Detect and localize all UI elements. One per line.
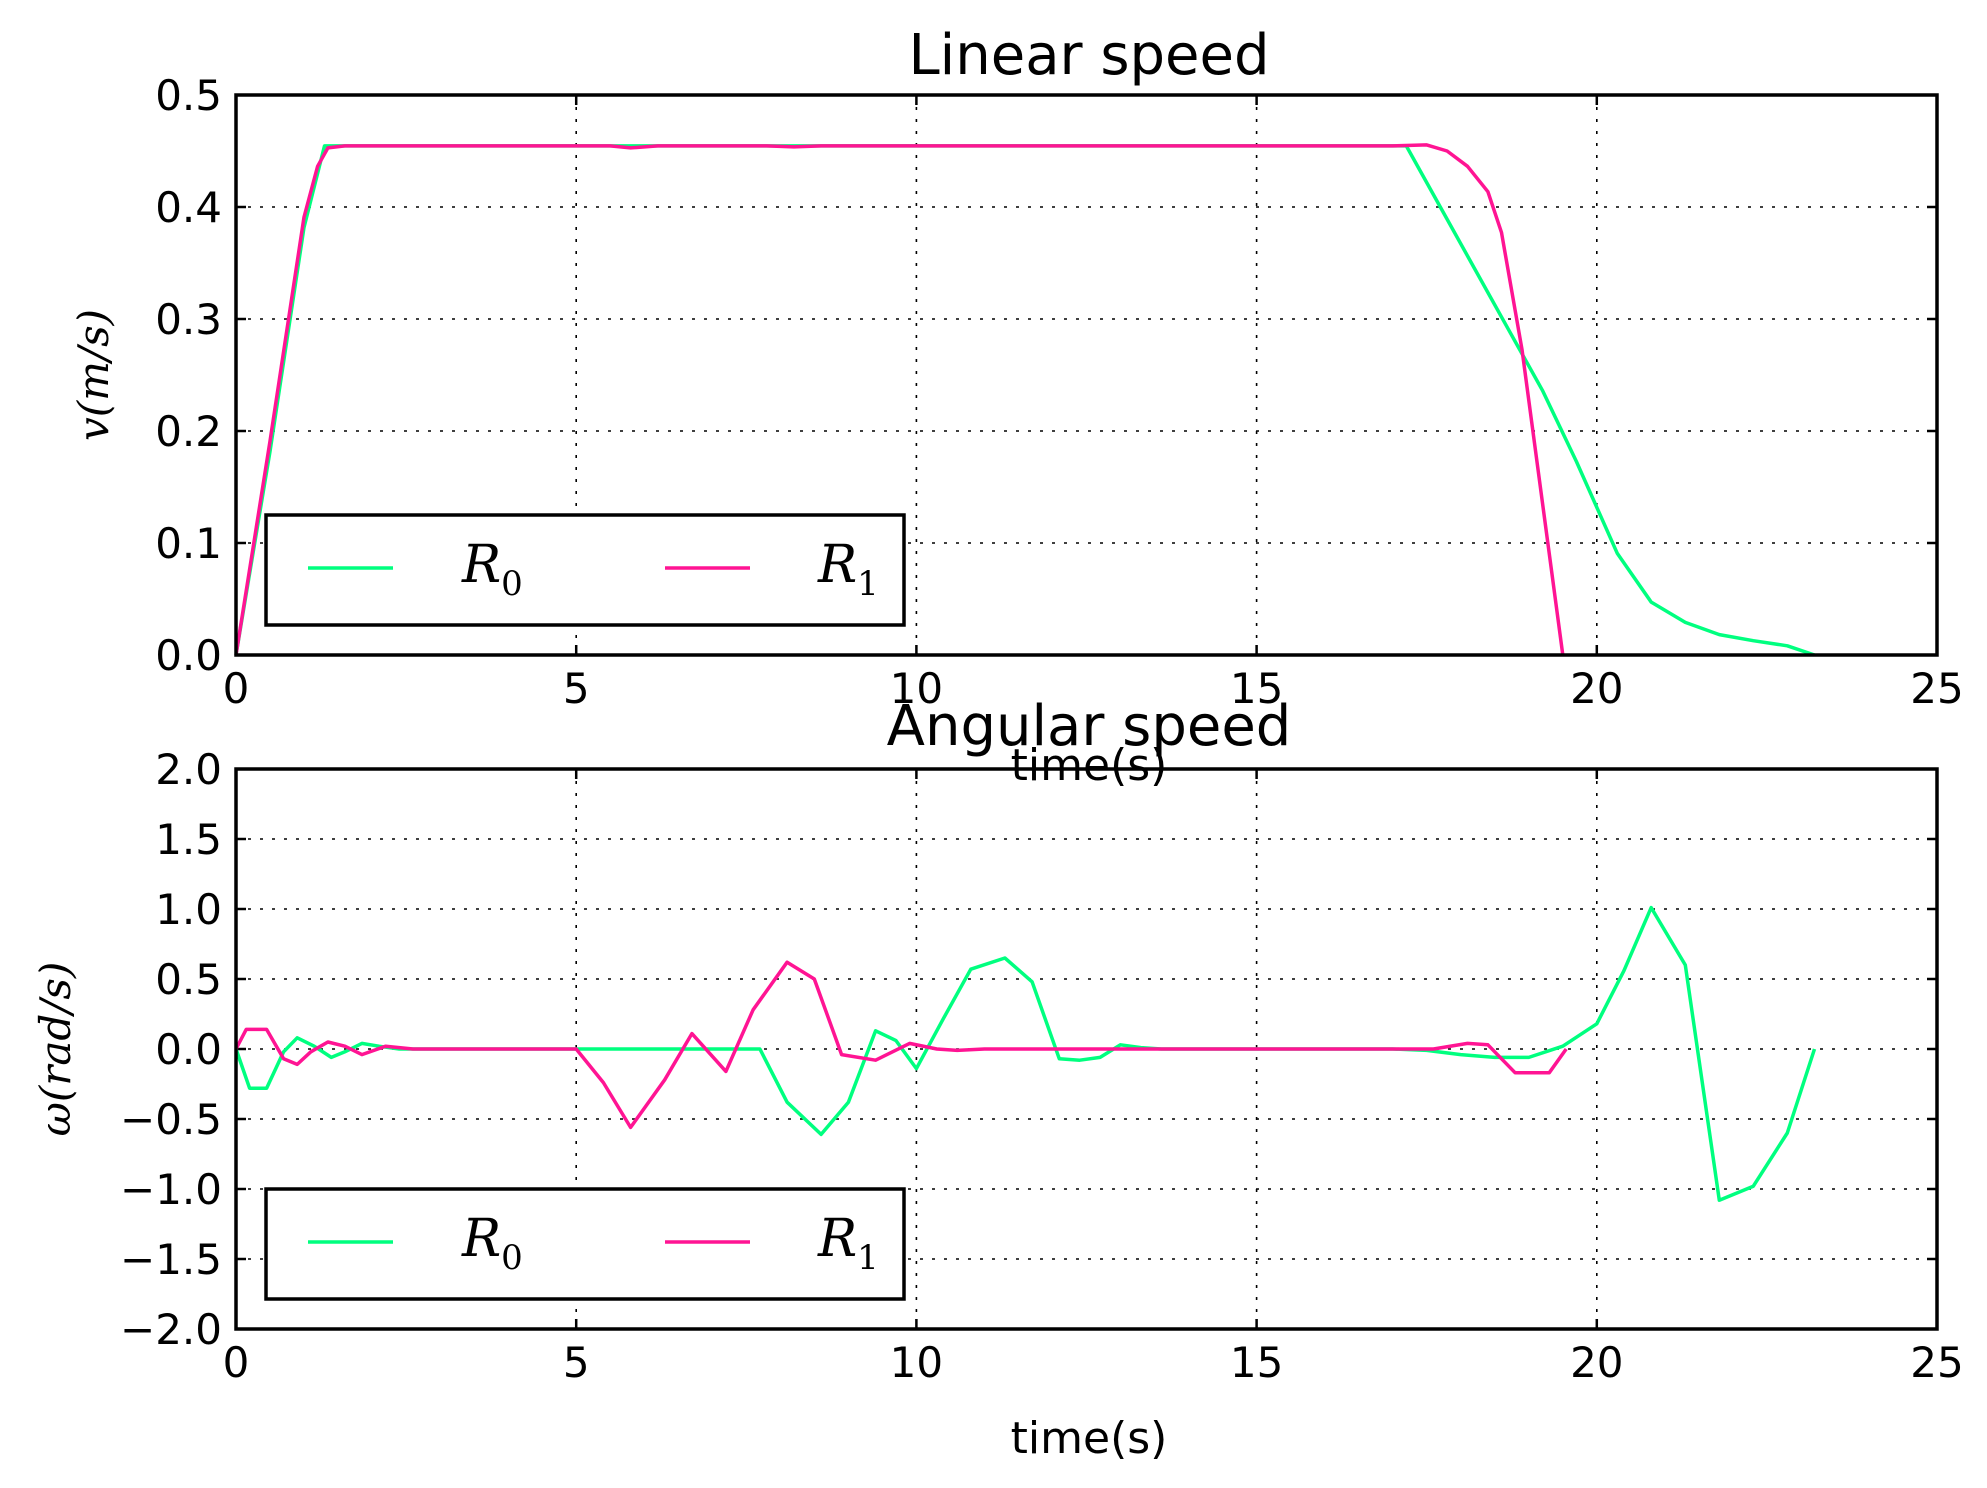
y-tick-label: 0.5 — [155, 955, 222, 1004]
y-tick-label: 1.0 — [155, 885, 222, 934]
x-tick-label: 5 — [563, 664, 590, 713]
series-lines — [234, 905, 1817, 1202]
x-tick-label: 25 — [1910, 1338, 1963, 1387]
x-tick-label: 20 — [1570, 664, 1623, 713]
y-tick-label: 0.0 — [155, 631, 222, 680]
x-tick-label: 15 — [1230, 1338, 1283, 1387]
x-tick-labels: 0 5 10 15 20 25 — [223, 664, 1964, 713]
legend-box — [264, 1187, 906, 1301]
plot-frame — [234, 93, 1939, 657]
y-tick-label: 2.0 — [155, 745, 222, 794]
series-line-r1 — [234, 960, 1568, 1130]
legend: R0 R1 — [264, 1187, 906, 1301]
chart-title: Angular speed — [887, 694, 1292, 759]
x-tick-label: 10 — [890, 1338, 943, 1387]
y-tick-label: 0.5 — [155, 71, 222, 120]
x-tick-label: 25 — [1910, 664, 1963, 713]
y-tick-label: 0.4 — [155, 183, 222, 232]
y-axis-label: v(m/s) — [69, 309, 118, 441]
chart-title: Linear speed — [908, 23, 1269, 88]
x-tick-label: 10 — [890, 664, 943, 713]
x-axis-label: time(s) — [1011, 1413, 1168, 1464]
x-tick-label: 0 — [223, 1338, 250, 1387]
legend-label-r1: R1 — [817, 535, 879, 604]
y-axis-label: ω(rad/s) — [31, 962, 80, 1137]
y-tick-label: 0.3 — [155, 295, 222, 344]
series-lines — [234, 143, 1816, 657]
x-tick-label: 0 — [223, 664, 250, 713]
legend: R0 R1 — [264, 513, 906, 627]
series-line-r0 — [234, 905, 1817, 1202]
x-tick-label: 5 — [563, 1338, 590, 1387]
plot-frame — [234, 767, 1939, 1331]
y-tick-label: −1.0 — [120, 1165, 222, 1214]
x-tick-label: 20 — [1570, 1338, 1623, 1387]
y-tick-label: 1.5 — [155, 815, 222, 864]
angular-speed-panel: Angular speed −2.0 −1.5 −1.0 −0.5 0.0 0.5 1.0 1… — [31, 694, 1964, 1464]
y-tick-label: −0.5 — [120, 1095, 222, 1144]
y-tick-label: 0.1 — [155, 519, 222, 568]
y-tick-label: 0.0 — [155, 1025, 222, 1074]
legend-box — [264, 513, 906, 627]
y-tick-labels: −2.0 −1.5 −1.0 −0.5 0.0 0.5 1.0 1.5 2.0 — [120, 745, 222, 1354]
y-tick-labels: 0.0 0.1 0.2 0.3 0.4 0.5 — [155, 71, 222, 680]
x-tick-labels: 0 5 10 15 20 25 — [223, 1338, 1964, 1387]
y-tick-label: −1.5 — [120, 1235, 222, 1284]
x-axis-label: time(s) — [1011, 740, 1168, 791]
y-tick-label: −2.0 — [120, 1305, 222, 1354]
y-tick-label: 0.2 — [155, 407, 222, 456]
linear-speed-panel: Linear speed 0.0 0.1 0.2 0.3 0.4 0.5 0 5 10 15 20… — [69, 23, 1964, 791]
x-tick-label: 15 — [1230, 664, 1283, 713]
series-line-r1 — [234, 143, 1565, 656]
grid-lines — [236, 95, 1937, 655]
